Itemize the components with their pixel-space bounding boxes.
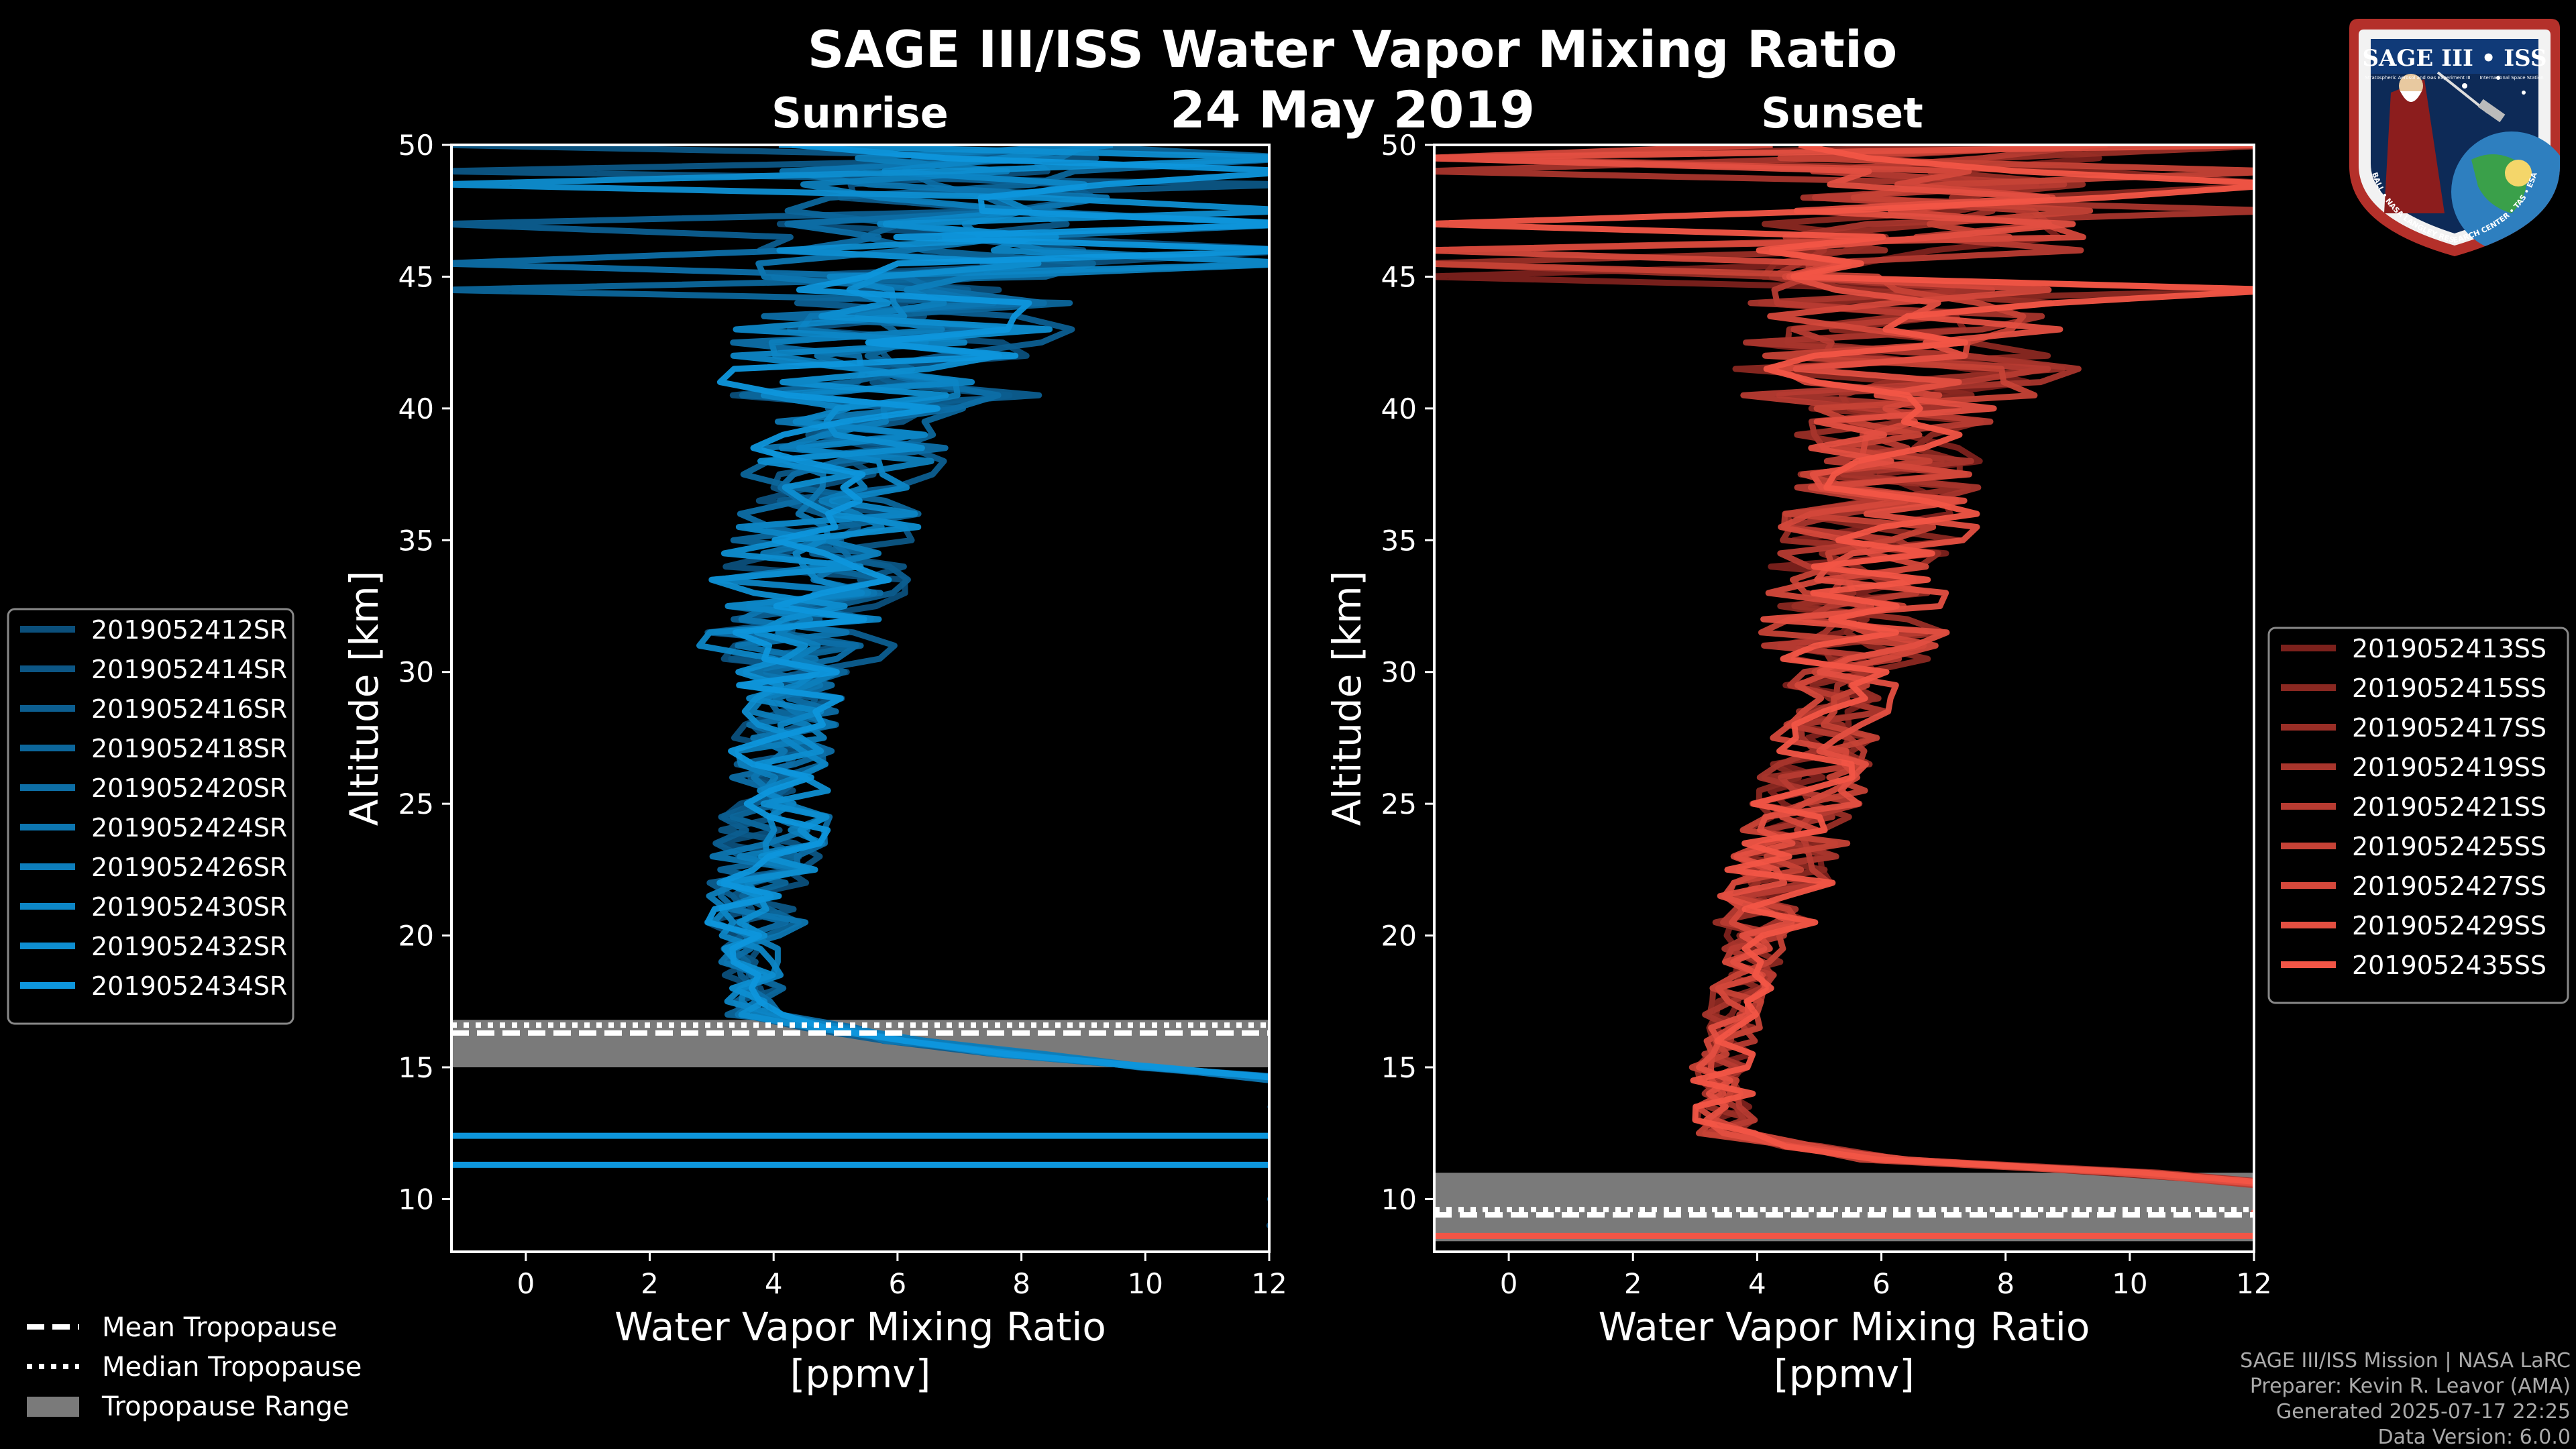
x-axis-label-line-1: Water Vapor Mixing Ratio	[614, 1304, 1106, 1350]
legend-label-2019052412SR: 2019052412SR	[91, 615, 287, 645]
x-tick-label: 12	[2236, 1267, 2271, 1300]
x-axis-label-line-2: [ppmv]	[1774, 1351, 1915, 1397]
y-tick-label: 35	[398, 524, 434, 557]
panel-title: Sunset	[1761, 89, 1923, 138]
y-tick-label: 50	[398, 129, 434, 162]
logo-subtitle-left: Stratospheric Aerosol and Gas Experiment…	[2365, 75, 2470, 80]
legend-label-2019052427SS: 2019052427SS	[2352, 871, 2546, 901]
x-tick-label: 6	[1872, 1267, 1890, 1300]
median-tropopause-label: Median Tropopause	[102, 1352, 362, 1383]
legend-label-2019052435SS: 2019052435SS	[2352, 951, 2546, 980]
footer-mission: SAGE III/ISS Mission | NASA LaRC	[2240, 1349, 2571, 1373]
x-tick-label: 6	[889, 1267, 907, 1300]
x-tick-label: 8	[1996, 1267, 2015, 1300]
legend-frame	[7, 608, 294, 1025]
x-tick-label: 0	[517, 1267, 535, 1300]
legend-label-2019052419SS: 2019052419SS	[2352, 753, 2546, 782]
y-axis-label: Altitude [km]	[1324, 571, 1370, 826]
figure-date: 24 May 2019	[1170, 80, 1535, 140]
tropopause-legend: Mean Tropopause Median Tropopause Tropop…	[27, 1312, 362, 1422]
y-tick-label: 25	[1381, 788, 1417, 820]
legend-label-2019052418SR: 2019052418SR	[91, 734, 287, 763]
tropopause-range-swatch	[27, 1397, 79, 1417]
x-axis-label-line-2: [ppmv]	[790, 1351, 931, 1397]
sunrise-legend: 2019052412SR 2019052414SR 2019052416SR 2019…	[7, 608, 294, 1025]
y-tick-label: 15	[398, 1051, 434, 1084]
legend-label-2019052413SS: 2019052413SS	[2352, 634, 2546, 663]
legend-label-2019052434SR: 2019052434SR	[91, 971, 287, 1001]
y-tick-label: 40	[398, 392, 434, 425]
plot-area	[1434, 145, 2254, 1242]
legend-label-2019052417SS: 2019052417SS	[2352, 713, 2546, 743]
plot-area	[451, 145, 1269, 1237]
y-tick-label: 50	[1381, 129, 1417, 162]
x-tick-label: 0	[1500, 1267, 1518, 1300]
axes-frame	[1433, 144, 2255, 1253]
y-tick-label: 45	[1381, 260, 1417, 293]
x-tick-label: 2	[1624, 1267, 1642, 1300]
footer-preparer: Preparer: Kevin R. Leavor (AMA)	[2250, 1375, 2571, 1398]
y-tick-label: 30	[398, 656, 434, 689]
profile-line-2019052435SS	[1434, 145, 2254, 1216]
legend-frame	[2267, 627, 2569, 1004]
x-tick-label: 8	[1012, 1267, 1030, 1300]
x-tick-label: 10	[2112, 1267, 2147, 1300]
y-tick-label: 25	[398, 788, 434, 820]
legend-label-2019052432SR: 2019052432SR	[91, 932, 287, 961]
logo-subtitle-right: International Space Station	[2479, 75, 2543, 80]
sunrise-panel: 0 2 4 6 8 10 12 10 15 20 25 30 35 40 45 50 Water Vapor M…	[341, 89, 1287, 1397]
legend-label-2019052420SR: 2019052420SR	[91, 773, 287, 803]
y-tick-label: 30	[1381, 656, 1417, 689]
logo-title: SAGE III • ISS	[2362, 45, 2546, 72]
y-tick-label: 20	[1381, 920, 1417, 953]
x-tick-label: 4	[765, 1267, 783, 1300]
profile-line-2019052434SR	[704, 145, 1269, 1081]
x-axis-label-line-1: Water Vapor Mixing Ratio	[1599, 1304, 2090, 1350]
legend-label-2019052425SS: 2019052425SS	[2352, 832, 2546, 861]
y-tick-label: 15	[1381, 1051, 1417, 1084]
footer-generated: Generated 2025-07-17 22:25	[2276, 1400, 2571, 1424]
panel-title: Sunrise	[771, 89, 949, 138]
x-tick-label: 10	[1128, 1267, 1163, 1300]
axes-frame	[450, 144, 1271, 1253]
footer: SAGE III/ISS Mission | NASA LaRC Prepare…	[2240, 1349, 2571, 1449]
y-tick-label: 10	[398, 1183, 434, 1216]
y-tick-label: 40	[1381, 392, 1417, 425]
x-tick-label: 2	[641, 1267, 659, 1300]
y-tick-label: 35	[1381, 524, 1417, 557]
tropopause-range-label: Tropopause Range	[101, 1391, 350, 1422]
sage-iii-iss-logo: SAGE III • ISS Stratospheric Aerosol and…	[2344, 12, 2565, 262]
x-tick-label: 12	[1251, 1267, 1287, 1300]
y-tick-label: 45	[398, 260, 434, 293]
legend-label-2019052424SR: 2019052424SR	[91, 813, 287, 843]
legend-label-2019052415SS: 2019052415SS	[2352, 674, 2546, 703]
y-axis-label: Altitude [km]	[341, 571, 387, 826]
figure-title: SAGE III/ISS Water Vapor Mixing Ratio	[808, 19, 1898, 79]
legend-label-2019052430SR: 2019052430SR	[91, 892, 287, 922]
profile-line-2019052429SS	[1434, 145, 2254, 1187]
mean-tropopause-label: Mean Tropopause	[102, 1312, 337, 1343]
legend-label-2019052416SR: 2019052416SR	[91, 694, 287, 724]
sunset-panel: 0 2 4 6 8 10 12 10 15 20 25 30 35 40 45 50 Water Vapor M…	[1324, 89, 2272, 1397]
legend-label-2019052426SR: 2019052426SR	[91, 853, 287, 882]
legend-label-2019052429SS: 2019052429SS	[2352, 911, 2546, 941]
y-tick-label: 20	[398, 920, 434, 953]
mission-patch-icon: SAGE III • ISS Stratospheric Aerosol and…	[2349, 19, 2560, 256]
footer-version: Data Version: 6.0.0	[2378, 1426, 2571, 1449]
sunset-legend: 2019052413SS 2019052415SS 2019052417SS 2019…	[2267, 627, 2569, 1004]
y-tick-label: 10	[1381, 1183, 1417, 1216]
legend-label-2019052414SR: 2019052414SR	[91, 655, 287, 684]
x-tick-label: 4	[1748, 1267, 1766, 1300]
legend-label-2019052421SS: 2019052421SS	[2352, 792, 2546, 822]
